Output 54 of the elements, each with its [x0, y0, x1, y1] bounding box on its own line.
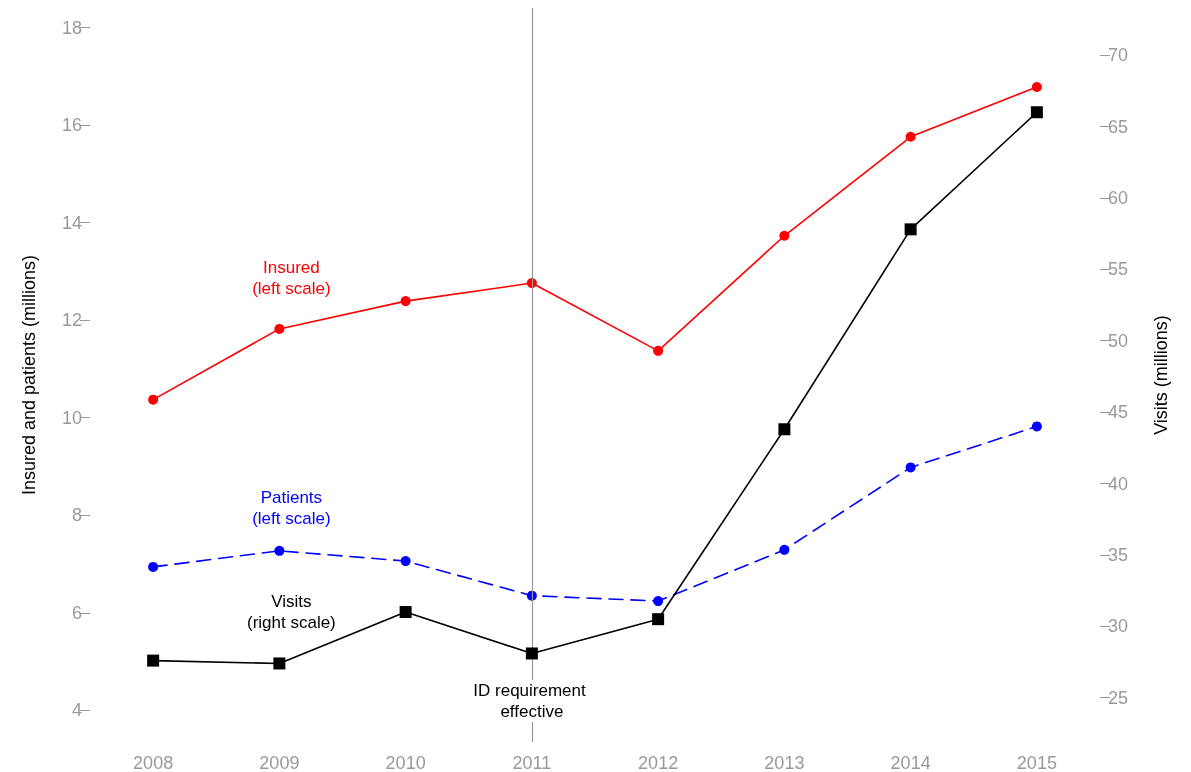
point — [400, 296, 411, 307]
y2-axis-title: Visits (millions) — [1151, 315, 1171, 435]
y-tick-label: 12 — [61, 310, 82, 331]
point — [148, 394, 159, 405]
x-tick-label: 2011 — [512, 753, 552, 772]
x-tick-label: 2008 — [133, 753, 174, 772]
y2-tick-label: 30 — [1108, 616, 1129, 637]
point — [779, 230, 790, 241]
series-label: Visits (right scale) — [246, 592, 336, 633]
point — [778, 423, 791, 436]
y-tick-label: 10 — [61, 407, 82, 428]
y2-tick-label: 60 — [1108, 187, 1129, 208]
point — [399, 606, 412, 619]
point — [652, 613, 665, 626]
point — [904, 223, 917, 236]
y2-tick-label: 65 — [1108, 116, 1129, 137]
point — [905, 131, 916, 142]
y2-tick-label: 45 — [1108, 402, 1129, 423]
y2-tick-label: 40 — [1108, 473, 1129, 494]
y-tick-label: 18 — [61, 17, 82, 38]
y2-tick-label: 25 — [1108, 687, 1129, 708]
y-tick-label: 8 — [71, 505, 82, 526]
point — [779, 544, 790, 555]
point — [1030, 106, 1043, 119]
y2-tick-label: 35 — [1108, 544, 1129, 565]
x-tick-label: 2012 — [638, 753, 679, 772]
point — [274, 545, 285, 556]
point — [147, 654, 160, 667]
point — [400, 556, 411, 567]
y2-tick-label: 50 — [1108, 330, 1129, 351]
series-label: Patients (left scale) — [252, 487, 331, 528]
x-tick-label: 2010 — [385, 753, 426, 772]
y2-tick-label: 55 — [1108, 259, 1129, 280]
y-tick-label: 4 — [71, 700, 82, 721]
point — [1031, 421, 1042, 432]
x-tick-label: 2014 — [890, 753, 931, 772]
ref-line-label: ID requirement effective — [473, 681, 591, 721]
point — [148, 561, 159, 572]
point — [274, 323, 285, 334]
series-label: Insured (left scale) — [252, 257, 331, 298]
y-axis-title: Insured and patients (millions) — [19, 254, 39, 496]
x-tick-label: 2009 — [259, 753, 300, 772]
point — [653, 596, 664, 607]
point — [525, 647, 538, 660]
point — [905, 462, 916, 473]
point — [653, 345, 664, 356]
y-tick-label: 16 — [61, 115, 82, 136]
y-tick-label: 14 — [61, 212, 82, 233]
y-tick-label: 6 — [71, 602, 82, 623]
x-tick-label: 2015 — [1016, 753, 1057, 772]
y2-tick-label: 70 — [1108, 45, 1129, 66]
point — [1031, 82, 1042, 93]
x-tick-label: 2013 — [764, 753, 805, 772]
point — [273, 657, 286, 670]
